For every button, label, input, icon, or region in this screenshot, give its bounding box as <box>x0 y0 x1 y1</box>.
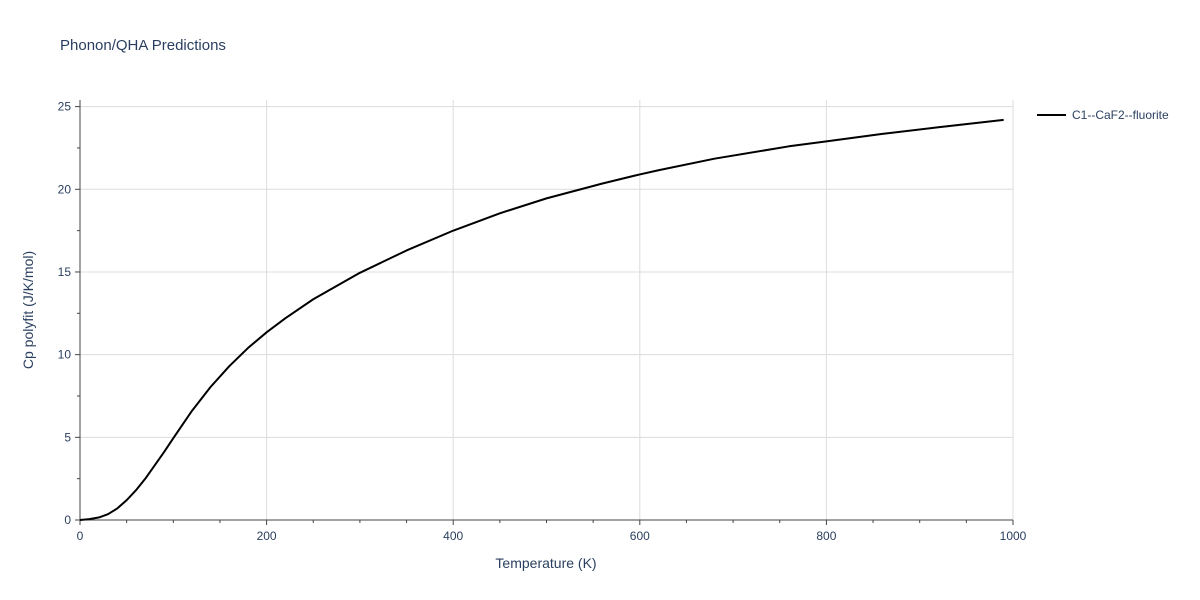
grid <box>80 100 1014 520</box>
y-tick-label: 15 <box>58 265 72 279</box>
x-tick-label: 1000 <box>1000 529 1027 543</box>
x-tick-label: 400 <box>443 529 463 543</box>
y-tick-label: 10 <box>58 348 72 362</box>
legend[interactable]: C1--CaF2--fluorite <box>1037 108 1169 122</box>
y-axis-label: Cp polyfit (J/K/mol) <box>20 251 36 369</box>
y-tick-label: 0 <box>64 513 71 527</box>
y-tick-label: 5 <box>64 430 71 444</box>
x-tick-label: 600 <box>630 529 650 543</box>
y-tick-label: 25 <box>58 100 72 114</box>
chart-title: Phonon/QHA Predictions <box>60 37 226 54</box>
tick-labels: 0 200 400 600 800 1000 0 5 10 15 20 25 <box>58 100 1027 543</box>
legend-label: C1--CaF2--fluorite <box>1072 108 1169 122</box>
x-tick-label: 200 <box>257 529 277 543</box>
x-tick-label: 800 <box>816 529 836 543</box>
x-axis-label: Temperature (K) <box>495 555 596 571</box>
series-line[interactable] <box>79 118 1004 521</box>
axes <box>75 100 1014 525</box>
x-tick-label: 0 <box>77 529 84 543</box>
y-tick-label: 20 <box>58 182 72 196</box>
series-layer <box>79 118 1004 521</box>
